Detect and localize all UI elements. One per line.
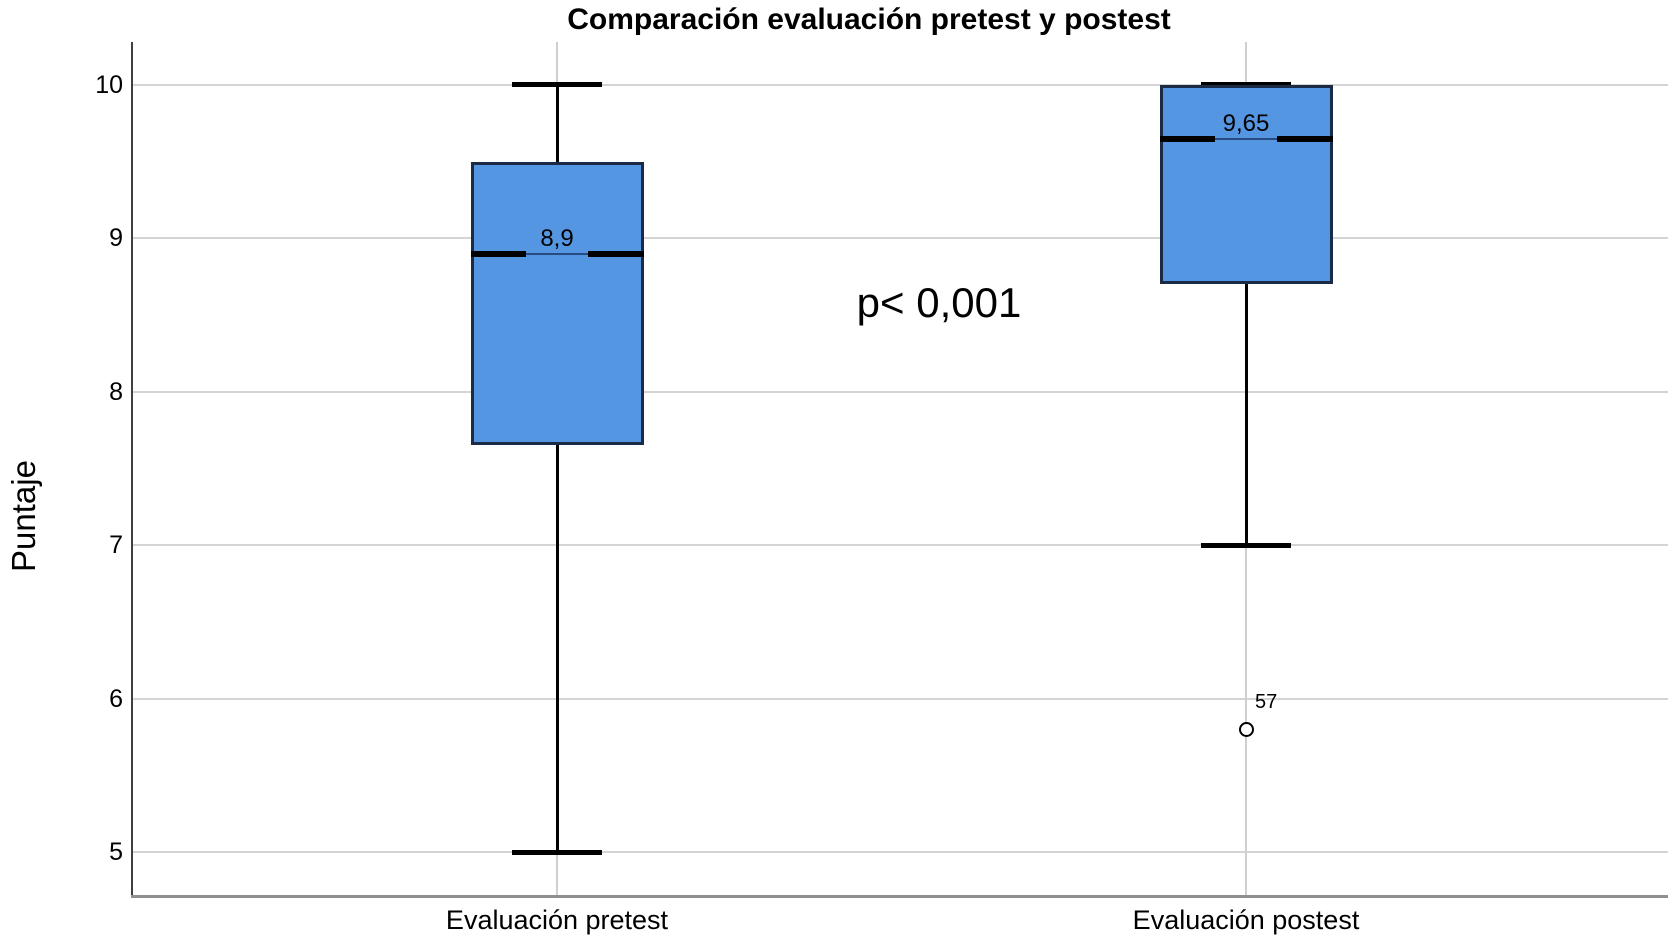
median-value-label: 9,65 [1222, 109, 1270, 137]
lower-whisker-cap [1201, 542, 1291, 548]
lower-whisker-cap [512, 849, 602, 855]
upper-whisker-line [555, 84, 559, 162]
boxplot-box [470, 161, 644, 446]
median-value-label: 8,9 [540, 224, 574, 252]
x-category-label: Evaluación pretest [445, 905, 669, 935]
y-tick-label: 6 [109, 684, 123, 713]
median-line-left [470, 250, 526, 257]
p-value-annotation: p< 0,001 [856, 279, 1022, 326]
median-line-left [1159, 135, 1215, 142]
chart-title: Comparación evaluación pretest y postest [567, 3, 1171, 36]
h-gridline [133, 83, 1668, 86]
y-tick-label: 7 [109, 531, 123, 560]
x-axis-line [131, 895, 1668, 898]
median-line-right [1277, 135, 1333, 142]
y-tick-label: 10 [95, 70, 123, 99]
h-gridline [133, 544, 1668, 547]
h-gridline [133, 851, 1668, 854]
y-tick-label: 8 [109, 377, 123, 406]
lower-whisker-line [555, 445, 559, 853]
median-gap-line [526, 252, 588, 255]
y-axis-line [131, 42, 133, 898]
lower-whisker-line [1244, 284, 1248, 546]
boxplot-box [1159, 84, 1333, 285]
median-line-right [588, 250, 644, 257]
outlier-point [1238, 721, 1254, 737]
median-gap-line [1215, 137, 1277, 140]
plot-area: 8,9 9,65 57 [131, 42, 1668, 898]
y-tick-label: 9 [109, 224, 123, 253]
h-gridline [133, 390, 1668, 393]
h-gridline [133, 237, 1668, 240]
x-category-label: Evaluación postest [1132, 905, 1360, 935]
upper-whisker-cap [512, 82, 602, 88]
y-tick-label: 5 [109, 838, 123, 867]
outlier-label: 57 [1255, 691, 1278, 714]
h-gridline [133, 697, 1668, 700]
